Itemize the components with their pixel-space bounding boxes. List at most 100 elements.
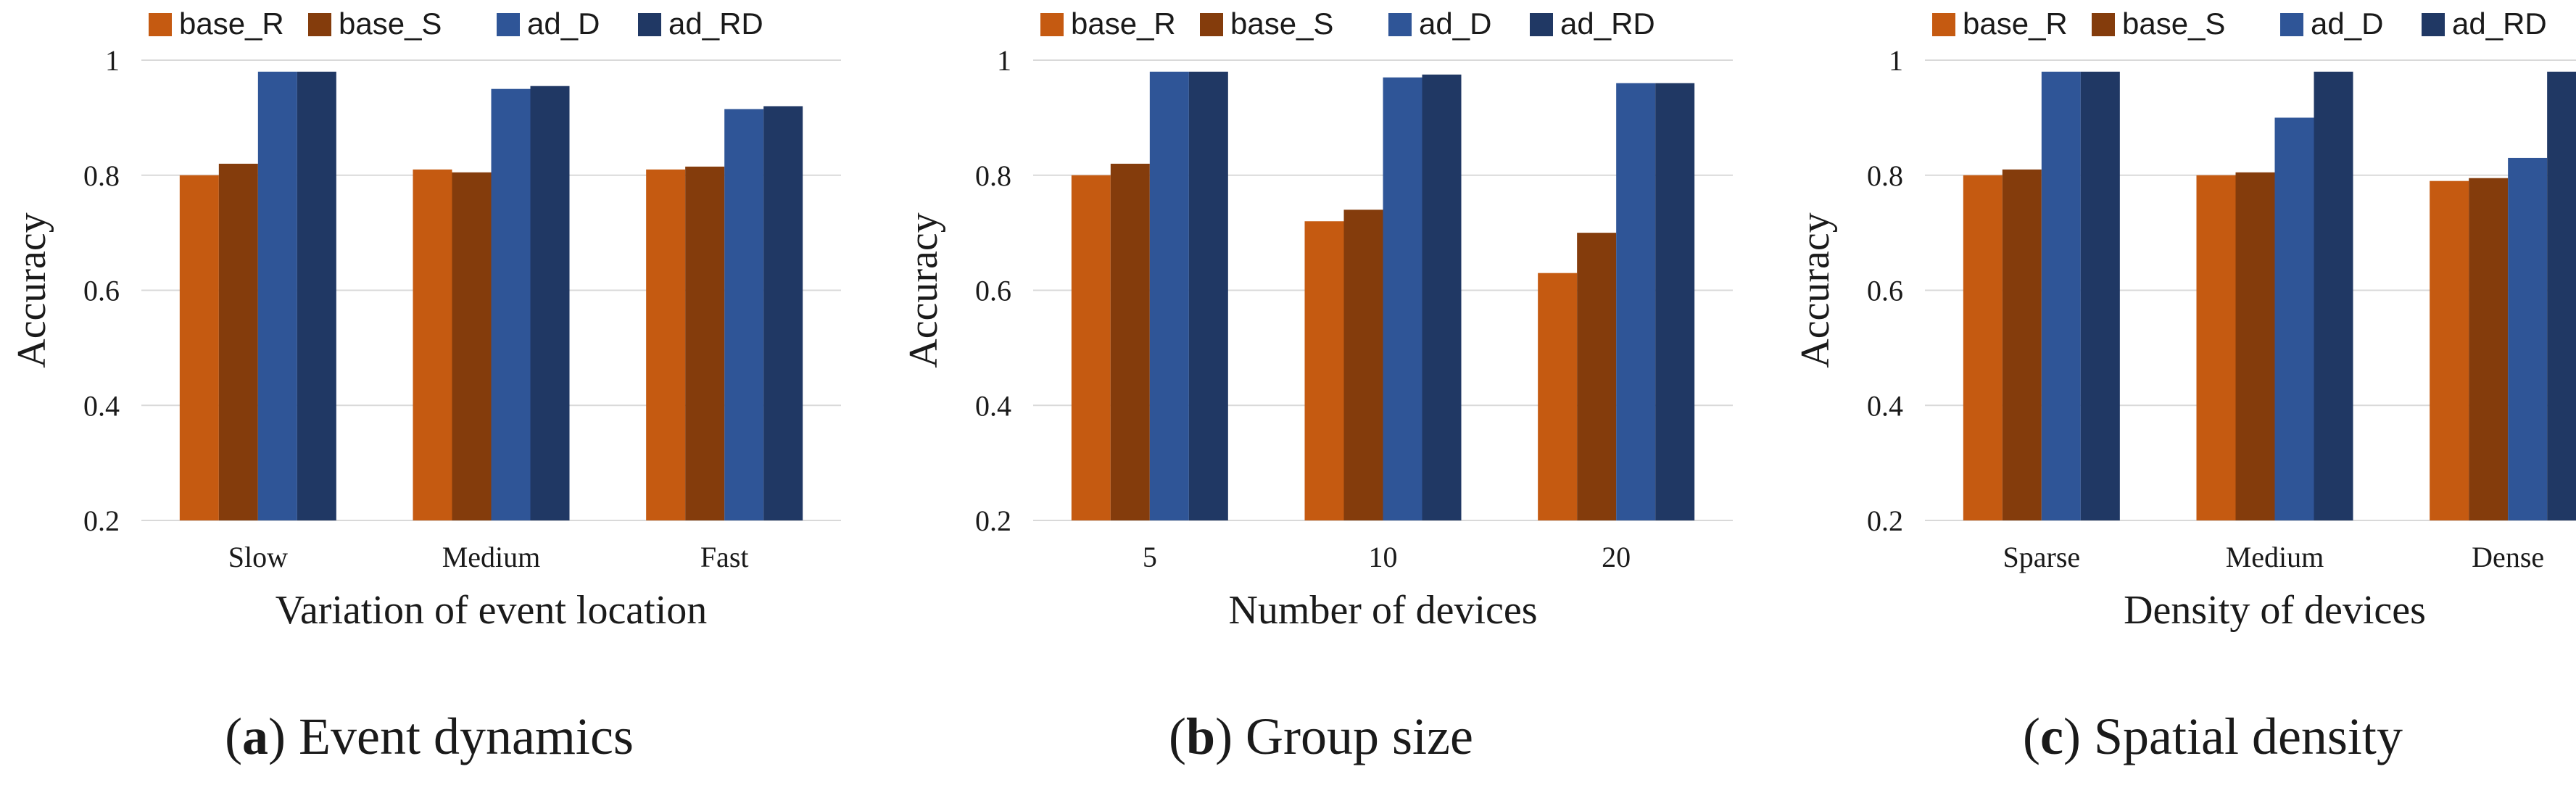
legend-swatch-ad_RD xyxy=(638,13,661,36)
bar-base_S-fast xyxy=(685,166,725,520)
x-tick-label: Dense xyxy=(2472,541,2544,573)
caption-c: (c) Spatial density xyxy=(2023,707,2403,765)
legend-swatch-ad_RD xyxy=(1530,13,1553,36)
legend-swatch-ad_D xyxy=(2280,13,2303,36)
y-tick-label: 0.8 xyxy=(83,159,120,192)
y-tick-label: 0.8 xyxy=(975,159,1011,192)
caption-a-text: Event dynamics xyxy=(299,707,634,765)
bar-ad_RD-20 xyxy=(1655,83,1695,520)
bar-ad_D-medium xyxy=(2274,117,2314,520)
caption-a: (a) Event dynamics xyxy=(225,707,634,765)
bar-ad_D-medium xyxy=(491,88,531,520)
caption-b-text: Group size xyxy=(1246,707,1473,765)
bar-base_S-slow xyxy=(218,163,258,520)
legend-label-base_R: base_R xyxy=(1963,7,2068,41)
bar-ad_D-slow xyxy=(257,71,297,520)
bar-base_R-dense xyxy=(2430,180,2469,520)
chart-a: 0.2 0.4 0.6 0.8 1 Slow Medium Fast Variation of … xyxy=(9,7,841,633)
legend-label-ad_RD: ad_RD xyxy=(668,7,763,41)
bar-base_R-20 xyxy=(1538,273,1578,520)
bar-ad_RD-medium xyxy=(530,86,570,520)
bar-base_S-medium xyxy=(452,172,492,520)
bar-ad_RD-sparse xyxy=(2080,71,2120,520)
legend-swatch-base_R xyxy=(1040,13,1064,36)
bar-base_S-sparse xyxy=(2002,169,2042,520)
legend-label-base_R: base_R xyxy=(1071,7,1176,41)
caption-a-tag: a xyxy=(242,707,269,765)
chart-c: 0.2 0.4 0.6 0.8 1 Sparse Medium Dense Density of… xyxy=(1793,7,2576,633)
legend-swatch-ad_D xyxy=(497,13,520,36)
legend-label-ad_D: ad_D xyxy=(2311,7,2383,41)
y-tick-label: 0.2 xyxy=(83,504,120,537)
panel-c: 0.2 0.4 0.6 0.8 1 Sparse Medium Dense Density of… xyxy=(1784,0,2576,785)
x-tick-label: Medium xyxy=(442,541,541,573)
panel-b: 0.2 0.4 0.6 0.8 1 5 10 20 Number of devices Accur… xyxy=(892,0,1750,785)
legend-swatch-base_R xyxy=(149,13,172,36)
y-tick-label: 1 xyxy=(105,44,120,77)
legend-label-ad_D: ad_D xyxy=(527,7,600,41)
legend-swatch-ad_RD xyxy=(2422,13,2445,36)
caption-c-tag: c xyxy=(2040,707,2063,765)
x-tick-label: 5 xyxy=(1143,541,1157,573)
y-tick-label: 0.6 xyxy=(83,275,120,307)
x-tick-label: Slow xyxy=(228,541,288,573)
legend-swatch-base_S xyxy=(1200,13,1223,36)
bar-base_R-10 xyxy=(1304,221,1344,520)
panel-a: 0.2 0.4 0.6 0.8 1 Slow Medium Fast Variation of … xyxy=(0,0,858,785)
caption-b-tag: b xyxy=(1186,707,1216,765)
y-axis-title: Accuracy xyxy=(1793,212,1838,368)
y-tick-label: 0.6 xyxy=(1867,275,1903,307)
x-axis-title: Variation of event location xyxy=(276,588,708,633)
bar-ad_D-10 xyxy=(1383,77,1422,520)
x-axis-title: Density of devices xyxy=(2124,588,2426,633)
chart-b: 0.2 0.4 0.6 0.8 1 5 10 20 Number of devices Accur… xyxy=(901,7,1733,633)
x-tick-label: Fast xyxy=(700,541,749,573)
bar-ad_D-fast xyxy=(724,109,764,520)
bar-ad_RD-10 xyxy=(1422,74,1462,520)
y-tick-label: 0.4 xyxy=(1867,389,1903,422)
x-axis-title: Number of devices xyxy=(1228,588,1537,633)
x-tick-label: 20 xyxy=(1602,541,1631,573)
bar-base_S-5 xyxy=(1110,163,1150,520)
bar-base_S-medium xyxy=(2235,172,2275,520)
bar-base_R-medium xyxy=(2196,175,2236,520)
legend-swatch-base_S xyxy=(2092,13,2115,36)
x-tick-label: Medium xyxy=(2226,541,2324,573)
legend-swatch-ad_D xyxy=(1388,13,1412,36)
x-tick-label: 10 xyxy=(1369,541,1398,573)
bar-base_R-fast xyxy=(646,169,686,520)
caption-b: (b) Group size xyxy=(1169,707,1473,765)
legend-label-base_S: base_S xyxy=(339,7,442,41)
y-tick-label: 0.4 xyxy=(83,389,120,422)
bar-ad_D-dense xyxy=(2508,157,2548,520)
bar-ad_D-20 xyxy=(1616,83,1656,520)
y-axis-title: Accuracy xyxy=(9,212,54,368)
bar-ad_D-5 xyxy=(1149,71,1189,520)
bar-ad_RD-fast xyxy=(763,106,803,520)
legend-label-ad_RD: ad_RD xyxy=(2452,7,2547,41)
y-tick-label: 0.2 xyxy=(975,504,1011,537)
legend-label-base_R: base_R xyxy=(179,7,284,41)
y-tick-label: 0.2 xyxy=(1867,504,1903,537)
y-tick-label: 0.4 xyxy=(975,389,1011,422)
bar-ad_D-sparse xyxy=(2041,71,2081,520)
bar-base_R-sparse xyxy=(1963,175,2003,520)
bar-base_S-20 xyxy=(1577,233,1617,520)
bar-base_R-medium xyxy=(413,169,452,520)
legend-swatch-base_S xyxy=(308,13,331,36)
bar-ad_RD-medium xyxy=(2314,71,2353,520)
bar-base_S-dense xyxy=(2469,178,2509,520)
y-tick-label: 0.8 xyxy=(1867,159,1903,192)
y-tick-label: 1 xyxy=(1889,44,1903,77)
legend-label-ad_RD: ad_RD xyxy=(1560,7,1655,41)
bar-base_R-5 xyxy=(1071,175,1111,520)
bar-ad_RD-dense xyxy=(2547,71,2576,520)
caption-c-text: Spatial density xyxy=(2093,707,2403,765)
x-tick-label: Sparse xyxy=(2003,541,2081,573)
y-axis-title: Accuracy xyxy=(901,212,946,368)
y-tick-label: 0.6 xyxy=(975,275,1011,307)
bar-base_R-slow xyxy=(179,175,219,520)
bar-ad_RD-5 xyxy=(1188,71,1228,520)
bar-base_S-10 xyxy=(1343,209,1383,520)
